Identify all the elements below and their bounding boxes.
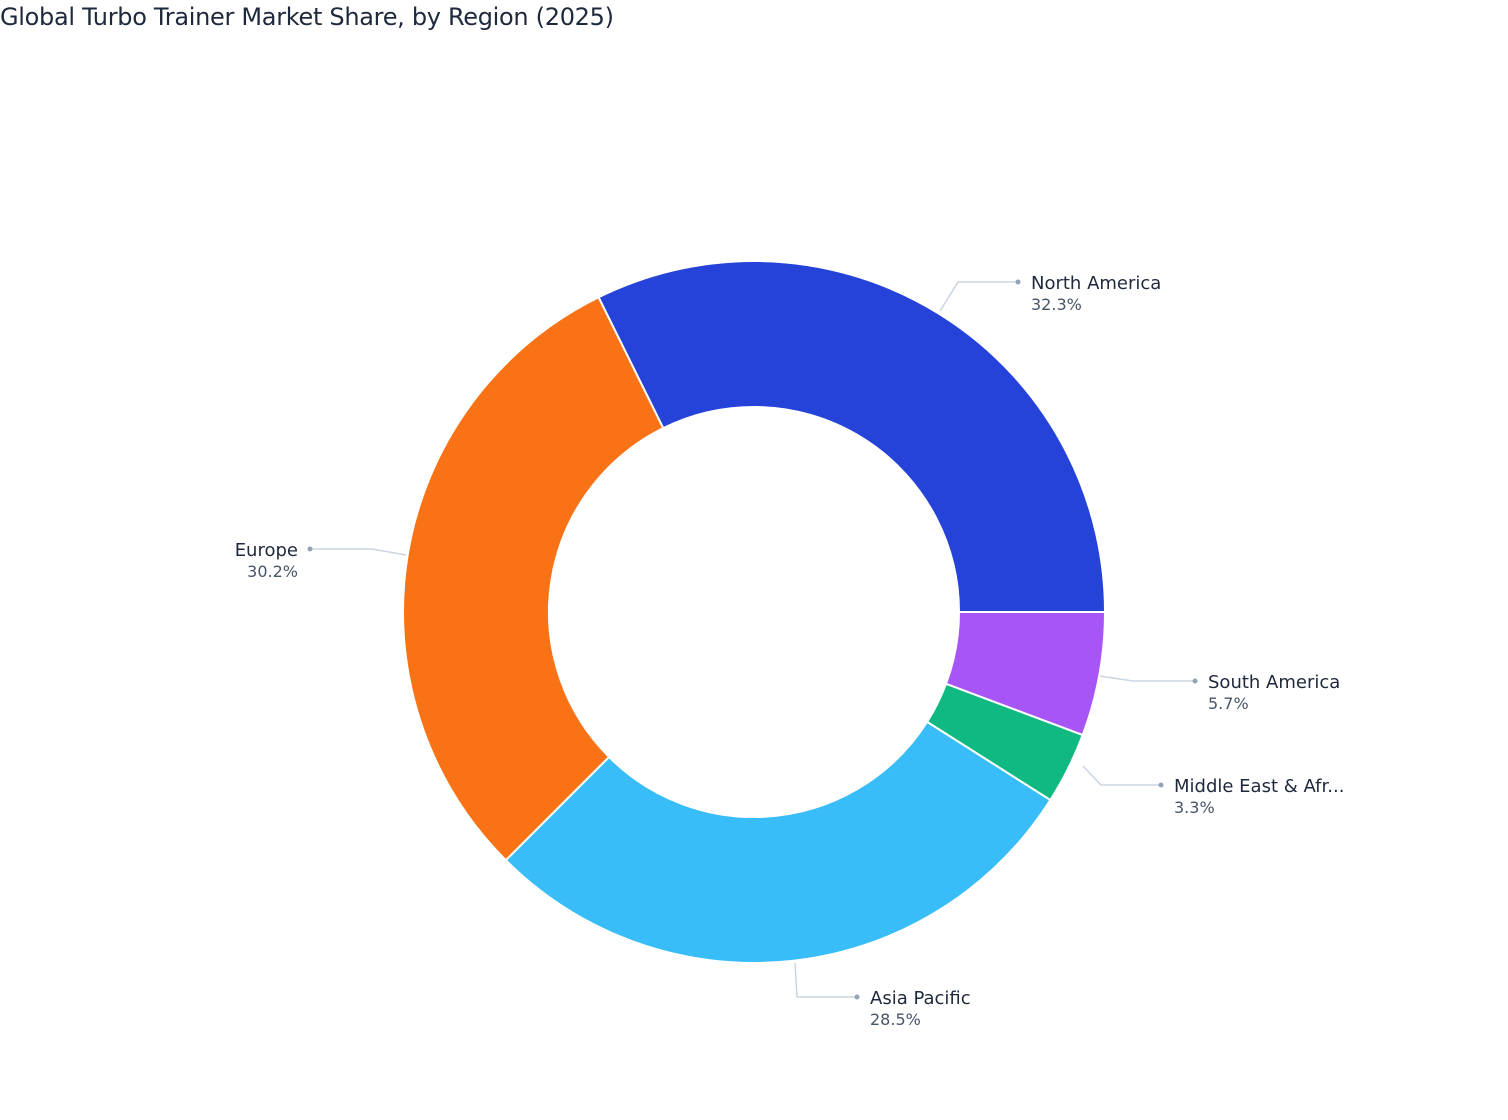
leader-line-south-america [1099, 675, 1195, 682]
leader-line-europe [310, 548, 407, 556]
label-value-asia-pacific: 28.5% [870, 1010, 921, 1029]
leader-dot-north-america [1015, 279, 1021, 285]
label-name-north-america: North America [1031, 273, 1161, 294]
leader-dot-asia-pacific [854, 994, 860, 1000]
label-name-middle-east-afr: Middle East & Afr... [1174, 776, 1344, 797]
label-value-middle-east-afr: 3.3% [1174, 798, 1215, 817]
label-value-north-america: 32.3% [1031, 295, 1082, 314]
label-name-europe: Europe [235, 540, 298, 561]
chart-title: Global Turbo Trainer Market Share, by Re… [0, 3, 614, 31]
leader-line-asia-pacific [794, 962, 857, 998]
slice-asia-pacific[interactable] [504, 720, 1052, 964]
leader-line-middle-east-afr [1082, 765, 1161, 786]
leader-dot-middle-east-afr [1158, 782, 1164, 788]
label-value-south-america: 5.7% [1208, 694, 1249, 713]
label-name-asia-pacific: Asia Pacific [870, 988, 971, 1009]
leader-dot-south-america [1192, 678, 1198, 684]
slice-north-america[interactable] [597, 260, 1107, 613]
leader-dot-europe [307, 546, 313, 552]
leader-line-north-america [939, 281, 1018, 312]
label-name-south-america: South America [1208, 672, 1340, 693]
label-value-europe: 30.2% [247, 562, 298, 581]
slice-europe[interactable] [402, 295, 665, 862]
